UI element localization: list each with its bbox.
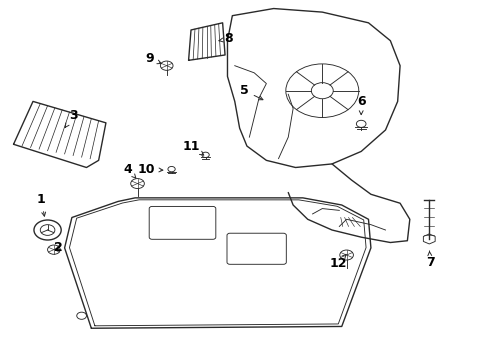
Text: 9: 9 [145,52,161,65]
Text: 10: 10 [137,163,163,176]
Text: 11: 11 [182,140,203,155]
Text: 5: 5 [240,84,263,100]
Text: 4: 4 [123,163,136,178]
Text: 3: 3 [65,109,78,127]
Text: 2: 2 [54,241,63,255]
Text: 6: 6 [356,95,365,114]
Text: 12: 12 [328,254,346,270]
Text: 1: 1 [37,193,45,216]
Text: 7: 7 [425,251,434,269]
Text: 8: 8 [219,32,233,45]
